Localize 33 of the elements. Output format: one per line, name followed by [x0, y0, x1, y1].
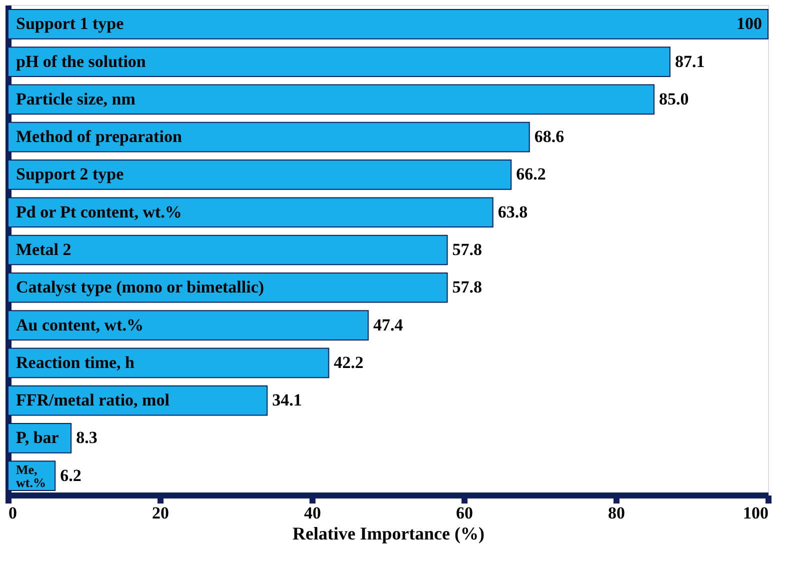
y-tick-label: Metal 2 — [16, 240, 72, 259]
y-tick-label: Catalyst type (mono or bimetallic) — [16, 278, 264, 297]
y-tick-label: Particle size, nm — [16, 89, 136, 108]
data-label: 87.1 — [674, 52, 705, 71]
data-label: 47.4 — [373, 315, 404, 334]
y-tick-label: Pd or Pt content, wt.% — [16, 202, 182, 222]
data-label: 57.8 — [452, 240, 482, 259]
x-tick-label: 0 — [8, 504, 17, 522]
y-tick-label: P, bar — [16, 428, 60, 448]
x-tick-label: 60 — [456, 504, 473, 522]
y-tick-label: pH of the solution — [16, 52, 146, 71]
y-tick-label: Au content, wt.% — [16, 315, 144, 334]
x-tick-label: 80 — [608, 504, 625, 522]
data-label: 42.2 — [334, 352, 364, 372]
y-tick-label: Method of preparation — [16, 127, 182, 146]
data-label: 66.2 — [516, 164, 546, 184]
data-label: 63.8 — [498, 202, 528, 222]
x-tick-label: 20 — [152, 504, 169, 522]
data-label: 57.8 — [452, 278, 482, 297]
x-tick-label: 40 — [304, 504, 321, 522]
y-tick-label: FFR/metal ratio, mol — [16, 390, 170, 410]
y-tick-label: Support 1 type — [16, 14, 124, 34]
x-tick-label: 100 — [743, 504, 768, 522]
data-label: 85.0 — [659, 89, 689, 108]
data-label: 100 — [736, 14, 762, 34]
data-label: 34.1 — [272, 390, 302, 410]
data-label: 8.3 — [76, 428, 98, 448]
y-tick-label: Me, wt.% — [16, 462, 46, 490]
y-tick-label: Support 2 type — [16, 164, 124, 184]
x-axis-title: Relative Importance (%) — [292, 524, 484, 544]
y-tick-label: Reaction time, h — [16, 352, 136, 372]
data-label: 6.2 — [60, 466, 82, 485]
data-label: 68.6 — [534, 127, 564, 146]
